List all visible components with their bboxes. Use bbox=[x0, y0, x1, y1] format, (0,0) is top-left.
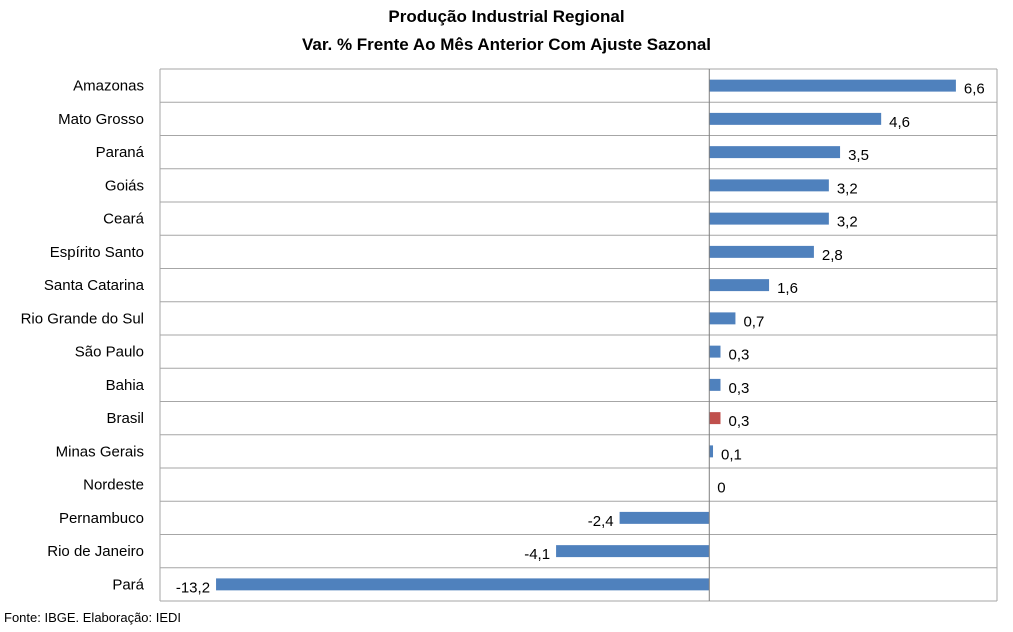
bar-s-o-paulo bbox=[709, 345, 721, 358]
category-label: Santa Catarina bbox=[44, 277, 145, 294]
data-label: 4,6 bbox=[889, 114, 910, 131]
data-label: 6,6 bbox=[964, 81, 985, 98]
category-label: Espírito Santo bbox=[50, 244, 144, 261]
bar-goi-s bbox=[709, 179, 829, 192]
bar-rio-de-janeiro bbox=[556, 545, 710, 558]
bar-mato-grosso bbox=[709, 112, 882, 125]
data-label: 0 bbox=[717, 480, 725, 497]
category-label: Nordeste bbox=[83, 477, 144, 494]
category-label: Ceará bbox=[103, 211, 145, 228]
bar-amazonas bbox=[709, 79, 956, 92]
data-label: 0,3 bbox=[728, 347, 749, 364]
chart-title-line-2: Var. % Frente Ao Mês Anterior Com Ajuste… bbox=[301, 35, 712, 54]
category-label: Bahia bbox=[106, 377, 145, 394]
chart-title-line-1: Produção Industrial Regional bbox=[388, 7, 625, 26]
category-label: Minas Gerais bbox=[56, 443, 144, 460]
bar-par- bbox=[216, 578, 710, 591]
bar-bahia bbox=[709, 378, 721, 391]
bar-paran- bbox=[709, 146, 841, 159]
category-label: Rio de Janeiro bbox=[47, 543, 144, 560]
category-label: Brasil bbox=[106, 410, 144, 427]
data-label: 0,3 bbox=[728, 380, 749, 397]
data-label: 0,3 bbox=[728, 413, 749, 430]
data-label: -2,4 bbox=[588, 513, 614, 530]
bar-santa-catarina bbox=[709, 279, 770, 292]
data-label: 0,1 bbox=[721, 446, 742, 463]
data-label: 3,2 bbox=[837, 180, 858, 197]
bar-brasil bbox=[709, 412, 721, 425]
data-label: -13,2 bbox=[176, 579, 210, 596]
data-label: 0,7 bbox=[743, 313, 764, 330]
source-note: Fonte: IBGE. Elaboração: IEDI bbox=[4, 610, 182, 625]
bar-rio-grande-do-sul bbox=[709, 312, 736, 325]
category-label: Pará bbox=[112, 576, 144, 593]
bar-cear- bbox=[709, 212, 829, 225]
category-label: Mato Grosso bbox=[58, 111, 144, 128]
category-label: Amazonas bbox=[73, 78, 144, 95]
category-label: Goiás bbox=[105, 177, 144, 194]
data-label: 3,5 bbox=[848, 147, 869, 164]
category-label: Pernambuco bbox=[59, 510, 144, 527]
category-label: São Paulo bbox=[75, 344, 144, 361]
data-label: -4,1 bbox=[524, 546, 550, 563]
bar-pernambuco bbox=[619, 511, 710, 524]
category-label: Rio Grande do Sul bbox=[21, 310, 144, 327]
data-label: 3,2 bbox=[837, 214, 858, 231]
bar-minas-gerais bbox=[709, 445, 714, 458]
bar-esp-rito-santo bbox=[709, 245, 814, 258]
data-label: 2,8 bbox=[822, 247, 843, 264]
category-label: Paraná bbox=[96, 144, 145, 161]
data-label: 1,6 bbox=[777, 280, 798, 297]
